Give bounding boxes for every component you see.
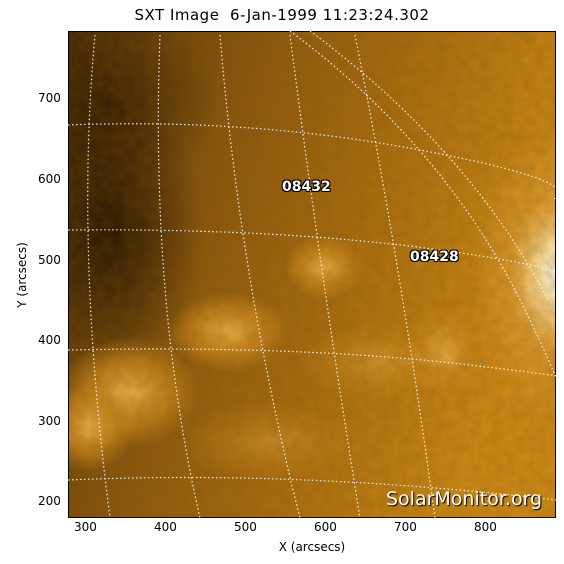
active-region-label: 08432 — [282, 179, 331, 195]
x-tick-label: 400 — [154, 520, 177, 534]
y-tick-label: 500 — [38, 253, 61, 267]
x-tick-label: 700 — [394, 520, 417, 534]
y-tick-label: 400 — [38, 333, 61, 347]
x-tick-label: 800 — [474, 520, 497, 534]
x-axis-label: X (arcsecs) — [278, 540, 346, 554]
y-tick-label: 600 — [38, 172, 61, 186]
active-region-label: 08428 — [410, 249, 459, 265]
x-tick-label: 500 — [234, 520, 257, 534]
y-tick-label: 200 — [38, 494, 61, 508]
y-tick-label: 700 — [38, 91, 61, 105]
y-axis-label: Y (arcsecs) — [15, 242, 29, 308]
solar-image — [68, 31, 556, 518]
x-tick-label: 300 — [74, 520, 97, 534]
watermark: SolarMonitor.org — [386, 488, 543, 510]
x-tick-label: 600 — [314, 520, 337, 534]
image-title: SXT Image 6-Jan-1999 11:23:24.302 — [134, 6, 430, 24]
y-tick-label: 300 — [38, 414, 61, 428]
sxt-image-render — [69, 32, 555, 517]
